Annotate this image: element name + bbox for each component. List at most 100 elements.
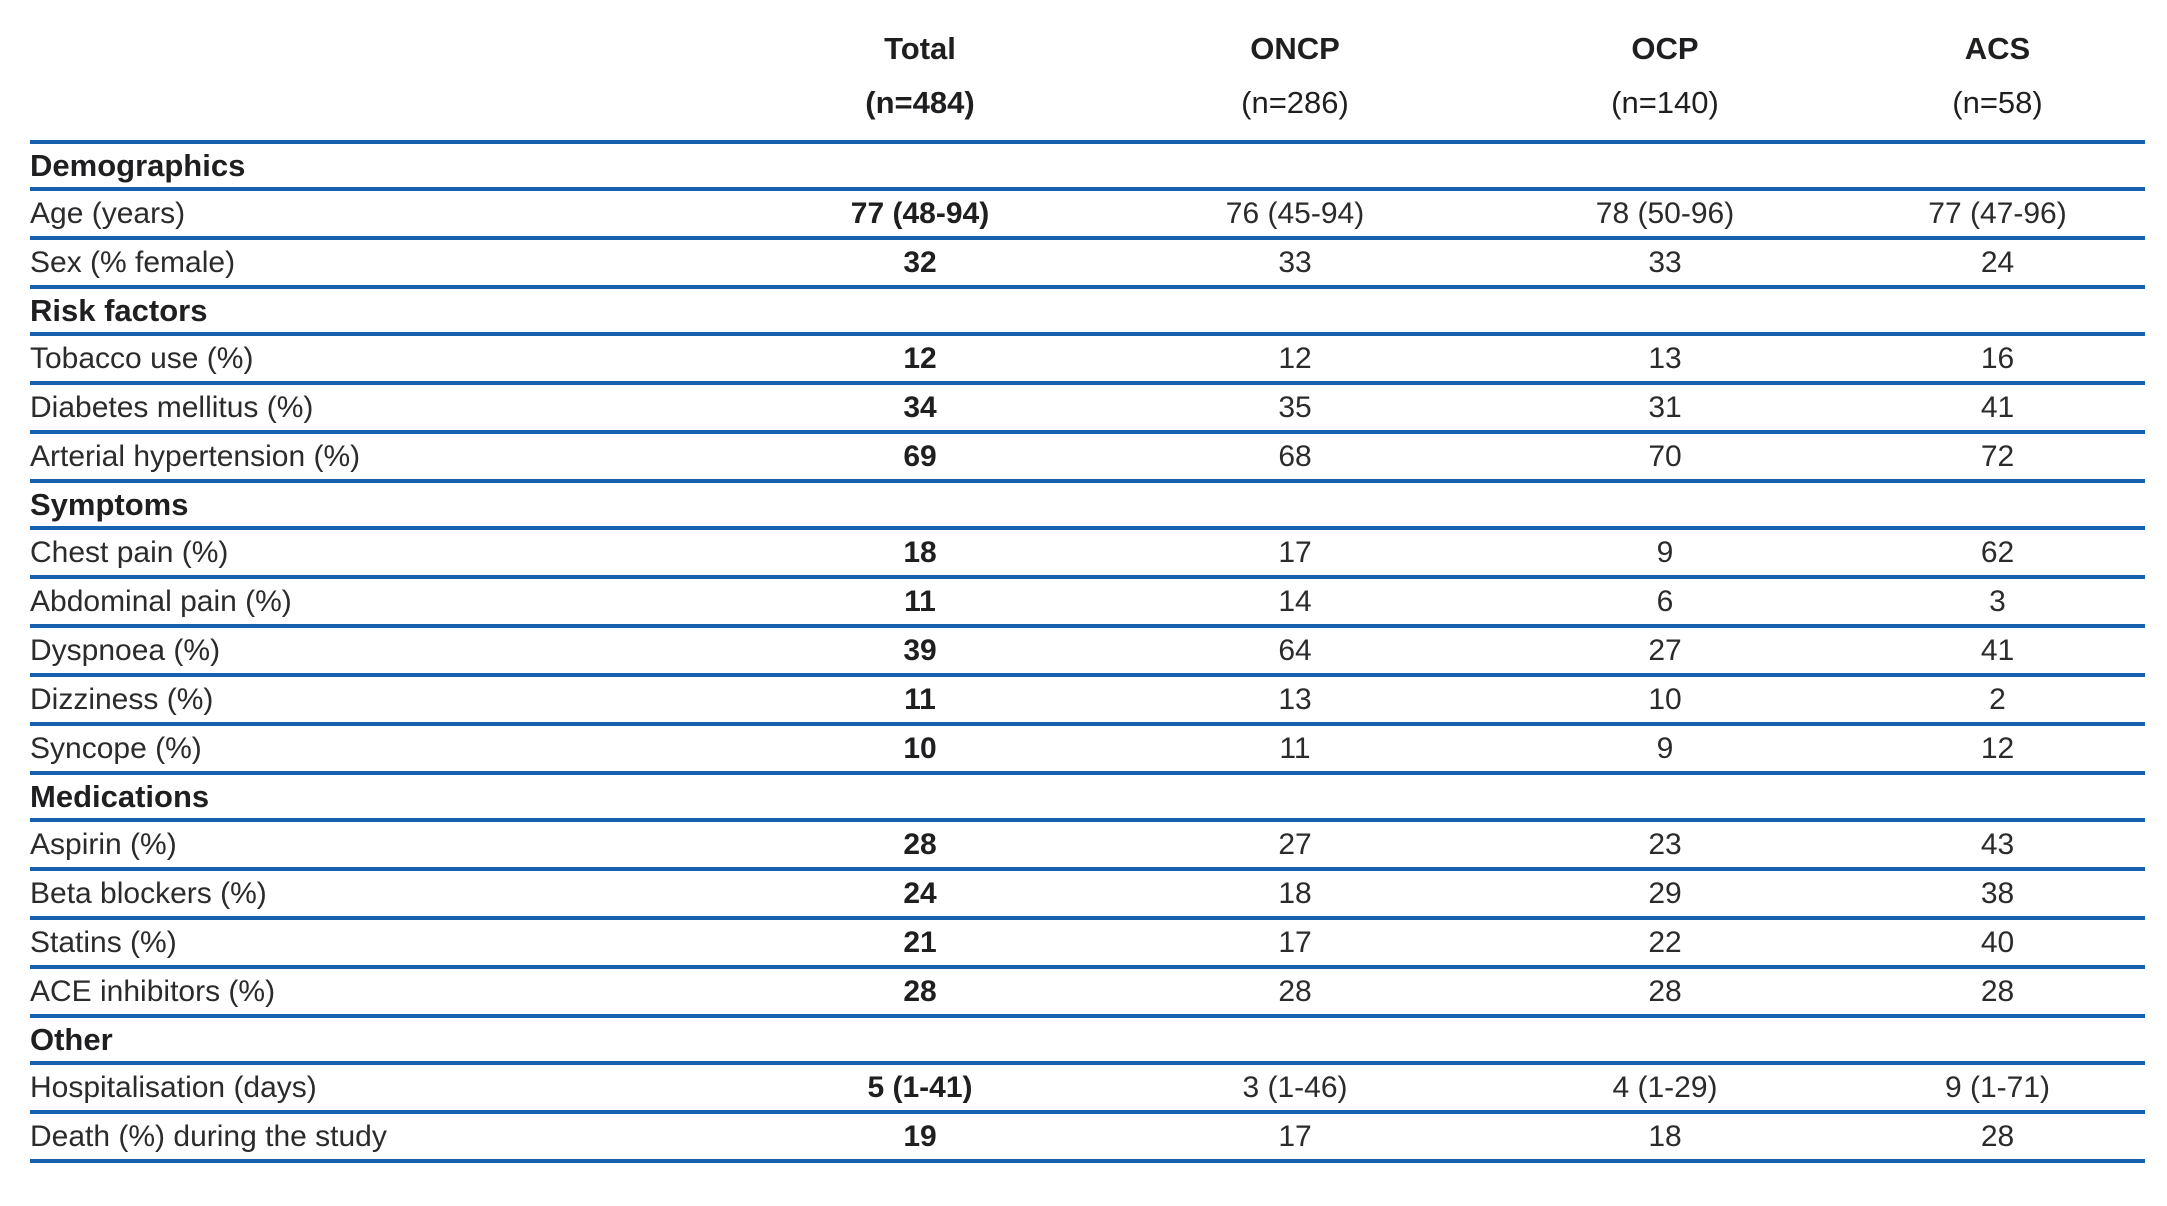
cell-value: 17: [1278, 925, 1312, 959]
section-row: Medications: [30, 773, 2145, 820]
column-header-acs: ACS (n=58): [1850, 8, 2145, 144]
cell-value: 13: [1648, 341, 1682, 375]
cell-total-value: 18: [903, 535, 937, 569]
row-label: Diabetes mellitus (%): [30, 390, 314, 424]
table-row: Age (years) 77 (48-94) 76 (45-94) 78 (50-96…: [30, 189, 2145, 238]
table-row: Sex (% female) 32 33 33 24: [30, 238, 2145, 287]
cell-value: 62: [1980, 535, 2015, 569]
cell-value: 41: [1980, 390, 2015, 424]
table-row: Dizziness (%) 11 13 10 2: [30, 675, 2145, 724]
cell-total-value: 28: [903, 827, 937, 861]
cell-value: 77 (47-96): [1928, 196, 2067, 230]
table-body: Demographics Age (years) 77 (48-94) 76 (45-…: [30, 142, 2145, 1161]
table-row: Statins (%) 21 17 22 40: [30, 918, 2145, 967]
cell-total-value: 21: [903, 925, 937, 959]
paper-table-page: Total (n=484) ONCP (n=286) OCP (n=140) A…: [30, 8, 2145, 1163]
table-row: Diabetes mellitus (%) 34 35 31 41: [30, 383, 2145, 432]
cell-value: 17: [1278, 1119, 1312, 1153]
row-label: Tobacco use (%): [30, 341, 254, 375]
cell-total-value: 11: [904, 584, 936, 618]
row-label: Hospitalisation (days): [30, 1070, 317, 1104]
section-title: Risk factors: [30, 292, 208, 328]
cell-total-value: 12: [903, 341, 937, 375]
table-row: Aspirin (%) 28 27 23 43: [30, 820, 2145, 869]
cell-value: 64: [1278, 633, 1312, 667]
header-empty-cell: [30, 8, 730, 144]
cell-total-value: 11: [904, 682, 936, 716]
cell-value: 14: [1278, 584, 1312, 618]
column-title-total: Total: [884, 31, 956, 66]
column-header-oncp: ONCP (n=286): [1110, 8, 1480, 144]
cell-value: 35: [1278, 390, 1312, 424]
cell-total-value: 24: [903, 876, 937, 910]
row-label: Dizziness (%): [30, 682, 214, 716]
row-label: Dyspnoea (%): [30, 633, 221, 667]
cell-value: 28: [1980, 1119, 2015, 1153]
cell-value: 29: [1648, 876, 1682, 910]
row-label: Aspirin (%): [30, 827, 177, 861]
column-n-oncp: (n=286): [1241, 85, 1349, 120]
section-row: Symptoms: [30, 481, 2145, 528]
row-label: ACE inhibitors (%): [30, 974, 276, 1008]
cell-value: 9: [1656, 731, 1674, 765]
row-label: Age (years): [30, 196, 186, 230]
section-title: Symptoms: [30, 486, 189, 522]
cell-value: 31: [1648, 390, 1682, 424]
cell-value: 9 (1-71): [1944, 1070, 2051, 1104]
table-row: Tobacco use (%) 12 12 13 16: [30, 334, 2145, 383]
cell-value: 6: [1656, 584, 1674, 618]
cell-total-value: 28: [903, 974, 937, 1008]
cell-value: 18: [1278, 876, 1312, 910]
column-title-ocp: OCP: [1631, 31, 1699, 66]
cell-total-value: 5 (1-41): [867, 1070, 973, 1104]
table-row: Syncope (%) 10 11 9 12: [30, 724, 2145, 773]
cell-value: 33: [1278, 245, 1312, 279]
table-row: Death (%) during the study 19 17 18 28: [30, 1112, 2145, 1161]
table-row: Chest pain (%) 18 17 9 62: [30, 528, 2145, 577]
cell-value: 4 (1-29): [1612, 1070, 1718, 1104]
cell-value: 13: [1278, 682, 1312, 716]
cell-value: 12: [1278, 341, 1312, 375]
section-title: Demographics: [30, 147, 246, 183]
cell-value: 40: [1980, 925, 2015, 959]
section-row: Demographics: [30, 142, 2145, 189]
row-label: Abdominal pain (%): [30, 584, 292, 618]
column-header-total: Total (n=484): [730, 8, 1110, 144]
section-row: Other: [30, 1016, 2145, 1063]
section-row: Risk factors: [30, 287, 2145, 334]
column-title-acs: ACS: [1964, 31, 2031, 66]
row-label: Sex (% female): [30, 245, 236, 279]
cell-value: 28: [1278, 974, 1312, 1008]
patient-characteristics-table: Total (n=484) ONCP (n=286) OCP (n=140) A…: [30, 8, 2145, 1163]
cell-value: 70: [1648, 439, 1682, 473]
table-row: ACE inhibitors (%) 28 28 28 28: [30, 967, 2145, 1016]
section-title: Other: [30, 1021, 113, 1057]
table-row: Hospitalisation (days) 5 (1-41) 3 (1-46) 4 …: [30, 1063, 2145, 1112]
table-row: Beta blockers (%) 24 18 29 38: [30, 869, 2145, 918]
table-row: Dyspnoea (%) 39 64 27 41: [30, 626, 2145, 675]
row-label: Arterial hypertension (%): [30, 439, 361, 473]
cell-total-value: 19: [903, 1119, 937, 1153]
column-n-ocp: (n=140): [1611, 85, 1719, 120]
cell-value: 27: [1648, 633, 1682, 667]
row-label: Death (%) during the study: [30, 1119, 387, 1153]
cell-value: 78 (50-96): [1595, 196, 1735, 230]
cell-value: 16: [1980, 341, 2015, 375]
cell-value: 27: [1278, 827, 1312, 861]
cell-value: 17: [1278, 535, 1312, 569]
row-label: Chest pain (%): [30, 535, 229, 569]
cell-total-value: 10: [903, 731, 937, 765]
cell-value: 38: [1980, 876, 2015, 910]
cell-total-value: 69: [903, 439, 937, 473]
cell-value: 43: [1980, 827, 2015, 861]
cell-value: 24: [1980, 245, 2015, 279]
column-title-oncp: ONCP: [1250, 31, 1340, 66]
cell-value: 76 (45-94): [1225, 196, 1365, 230]
row-label: Statins (%): [30, 925, 177, 959]
table-row: Arterial hypertension (%) 69 68 70 72: [30, 432, 2145, 481]
cell-value: 22: [1648, 925, 1682, 959]
cell-value: 23: [1648, 827, 1682, 861]
cell-value: 72: [1980, 439, 2015, 473]
cell-value: 68: [1278, 439, 1312, 473]
cell-value: 41: [1980, 633, 2015, 667]
